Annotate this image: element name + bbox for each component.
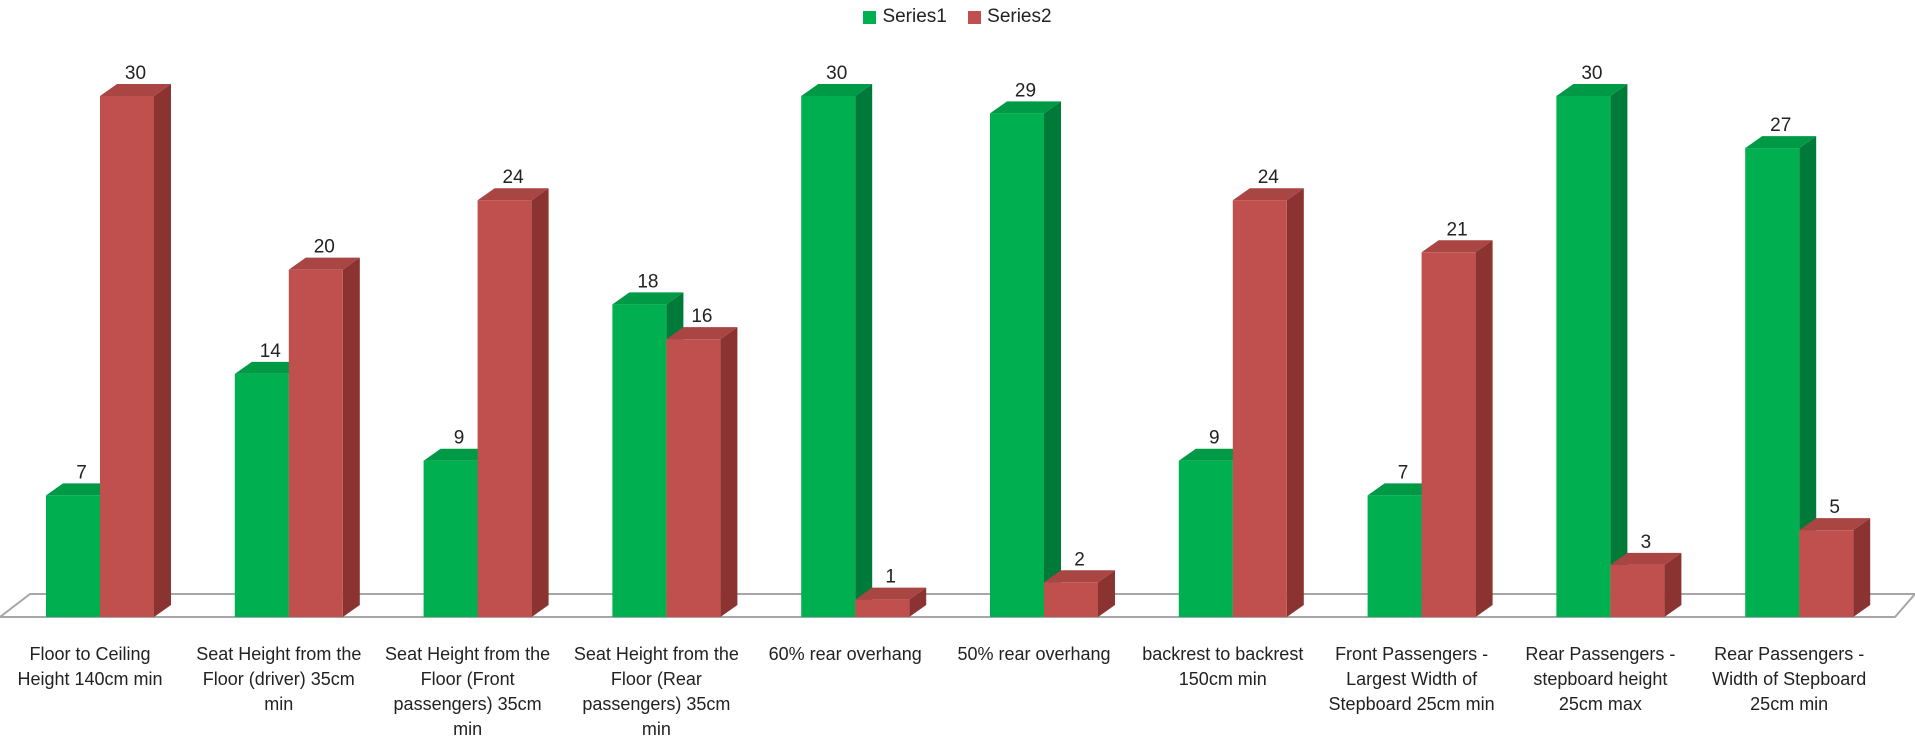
bar-top-series2-9	[1799, 518, 1871, 531]
data-label-series2-0: 30	[125, 63, 146, 84]
category-label: backrest to backrest 150cm min	[1142, 644, 1304, 689]
bar-top-series1-5	[990, 101, 1061, 114]
bar-side-series1-9	[1799, 136, 1817, 617]
bar-series2-4	[855, 599, 910, 617]
category-label: Rear Passengers - Width of Stepboard 25c…	[1712, 644, 1867, 714]
bar-top-series1-0	[46, 483, 117, 496]
data-label-series2-1: 20	[314, 237, 335, 258]
bar-series1-7	[1367, 495, 1422, 617]
category-label: 60% rear overhang	[768, 644, 922, 664]
data-label-series1-9: 27	[1770, 115, 1791, 136]
category-label: Rear Passengers - stepboard height 25cm …	[1525, 644, 1676, 714]
bar-side-series1-4	[855, 84, 873, 617]
legend-item-series1: Series1	[863, 6, 947, 28]
bar-side-series2-6	[1286, 188, 1304, 617]
bar-series2-2	[477, 200, 532, 617]
bar-series1-9	[1745, 148, 1800, 617]
bar-side-series2-5	[1098, 570, 1115, 617]
legend: Series1 Series2	[0, 6, 1915, 30]
bar-side-series2-8	[1664, 552, 1682, 617]
bar-top-series1-2	[423, 448, 495, 461]
bar-top-series1-9	[1745, 136, 1817, 149]
category-label: Floor to Ceiling Height 140cm min	[17, 644, 163, 689]
data-label-series2-7: 21	[1447, 219, 1468, 240]
data-label-series2-6: 24	[1258, 167, 1280, 188]
bar-side-series2-0	[154, 84, 171, 617]
bar-series1-1	[234, 373, 289, 617]
bar-series2-5	[1044, 582, 1098, 617]
bar-series1-8	[1556, 96, 1611, 617]
data-label-series1-7: 7	[1398, 462, 1409, 483]
data-label-series2-4: 1	[885, 567, 896, 588]
data-label-series1-8: 30	[1581, 63, 1602, 84]
bar-top-series2-4	[855, 587, 927, 600]
bar-series2-0	[100, 96, 154, 617]
legend-swatch-series1	[863, 10, 877, 24]
bar-side-series2-9	[1853, 518, 1871, 617]
data-label-series2-3: 16	[691, 306, 712, 327]
category-label: Seat Height from the Floor (Rear passeng…	[573, 644, 739, 739]
legend-label-series2: Series2	[987, 6, 1052, 27]
category-label: 50% rear overhang	[957, 644, 1111, 664]
bar-top-series2-5	[1044, 570, 1115, 583]
bar-series2-7	[1421, 252, 1476, 618]
bar-top-series1-3	[612, 292, 684, 305]
bar-top-series2-2	[477, 188, 549, 201]
bar-top-series2-1	[288, 257, 360, 270]
bar-series2-8	[1610, 564, 1665, 617]
bar-top-series1-7	[1367, 483, 1439, 496]
bar-top-series2-7	[1421, 240, 1493, 253]
bar-series1-2	[423, 460, 478, 617]
bar-top-series2-6	[1232, 188, 1304, 201]
data-label-series1-5: 29	[1015, 80, 1036, 101]
bar-top-series2-0	[100, 84, 171, 96]
bar-top-series1-4	[801, 84, 873, 96]
data-label-series1-1: 14	[260, 341, 282, 362]
bar-side-series2-1	[342, 257, 360, 617]
bar-side-series2-2	[531, 188, 549, 617]
bar-series2-1	[288, 269, 343, 617]
legend-swatch-series2	[968, 10, 982, 24]
data-label-series2-2: 24	[503, 167, 525, 188]
bar-top-series2-8	[1610, 552, 1682, 565]
data-label-series2-9: 5	[1829, 497, 1840, 518]
bar-top-series1-6	[1178, 448, 1250, 461]
bar-top-series1-8	[1556, 84, 1628, 96]
bar-series1-5	[990, 113, 1044, 617]
data-label-series2-5: 2	[1074, 549, 1085, 570]
bar-side-series2-7	[1475, 240, 1493, 618]
bar-side-series1-5	[1044, 101, 1061, 617]
data-label-series1-0: 7	[76, 462, 87, 483]
data-label-series1-3: 18	[637, 271, 658, 292]
bar-series2-3	[666, 339, 721, 617]
bar-series1-4	[801, 96, 856, 617]
bar-top-series1-1	[234, 361, 306, 374]
bar-series2-9	[1799, 530, 1854, 617]
bar-series2-6	[1232, 200, 1287, 617]
data-label-series1-6: 9	[1209, 428, 1220, 449]
category-label: Front Passengers - Largest Width of Step…	[1328, 644, 1495, 714]
bar-side-series2-4	[909, 587, 927, 617]
category-label: Seat Height from the Floor (driver) 35cm…	[196, 644, 362, 714]
bar-side-series2-3	[720, 327, 738, 617]
legend-item-series2: Series2	[968, 6, 1052, 28]
data-label-series1-2: 9	[454, 428, 465, 449]
category-label: Seat Height from the Floor (Front passen…	[385, 644, 551, 739]
bar-series1-6	[1178, 460, 1233, 617]
bar-series1-0	[46, 495, 100, 617]
data-label-series2-8: 3	[1641, 532, 1652, 553]
legend-label-series1: Series1	[882, 6, 947, 27]
bar-top-series2-3	[666, 327, 738, 340]
bar-side-series1-8	[1610, 84, 1628, 617]
data-label-series1-4: 30	[826, 63, 847, 84]
bar-series1-3	[612, 304, 667, 617]
